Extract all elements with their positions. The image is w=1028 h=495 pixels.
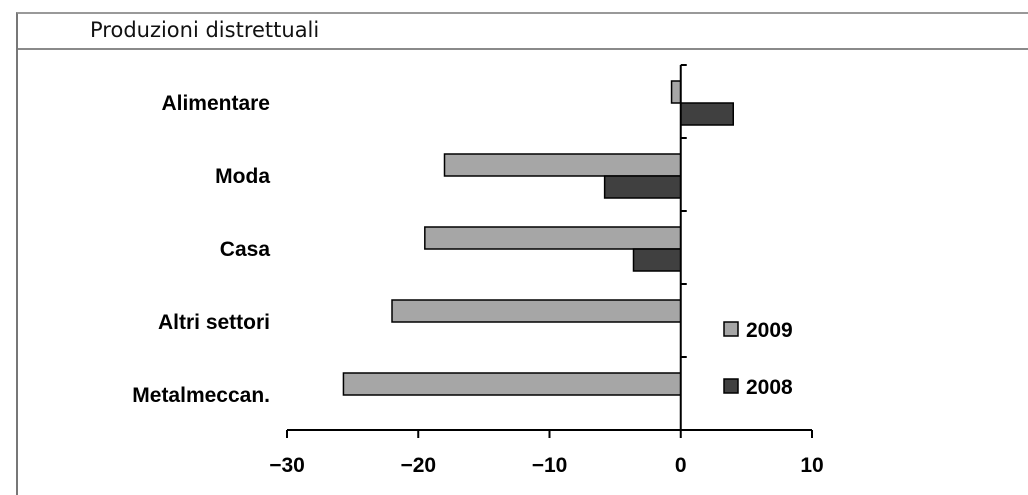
category-label: Moda (215, 165, 270, 188)
category-label: Alimentare (161, 92, 270, 115)
x-tick-label: 0 (675, 454, 687, 477)
category-label: Altri settori (158, 311, 270, 334)
category-label: Metalmeccan. (132, 384, 270, 407)
chart-title: Produzioni distrettuali (90, 18, 320, 42)
title-bar (18, 14, 1028, 50)
legend-swatch-2009 (723, 321, 739, 337)
chart-frame (16, 12, 1028, 495)
x-tick-label: −20 (400, 454, 436, 477)
x-tick-label: −10 (532, 454, 568, 477)
bar-2009-0 (670, 80, 682, 104)
x-tick-label: 10 (800, 454, 823, 477)
category-label: Casa (220, 238, 271, 261)
legend-swatch-2008 (723, 378, 739, 394)
bar-2008-1 (603, 175, 682, 199)
legend-label-2008: 2008 (746, 376, 793, 399)
legend-label-2009: 2009 (746, 319, 793, 342)
bar-2008-0 (680, 102, 734, 126)
bar-2009-4 (342, 372, 682, 396)
bar-2009-2 (424, 226, 682, 250)
x-tick-label: −30 (269, 454, 305, 477)
bar-2008-2 (632, 248, 682, 272)
bar-2009-1 (443, 153, 682, 177)
bar-2009-3 (391, 299, 682, 323)
